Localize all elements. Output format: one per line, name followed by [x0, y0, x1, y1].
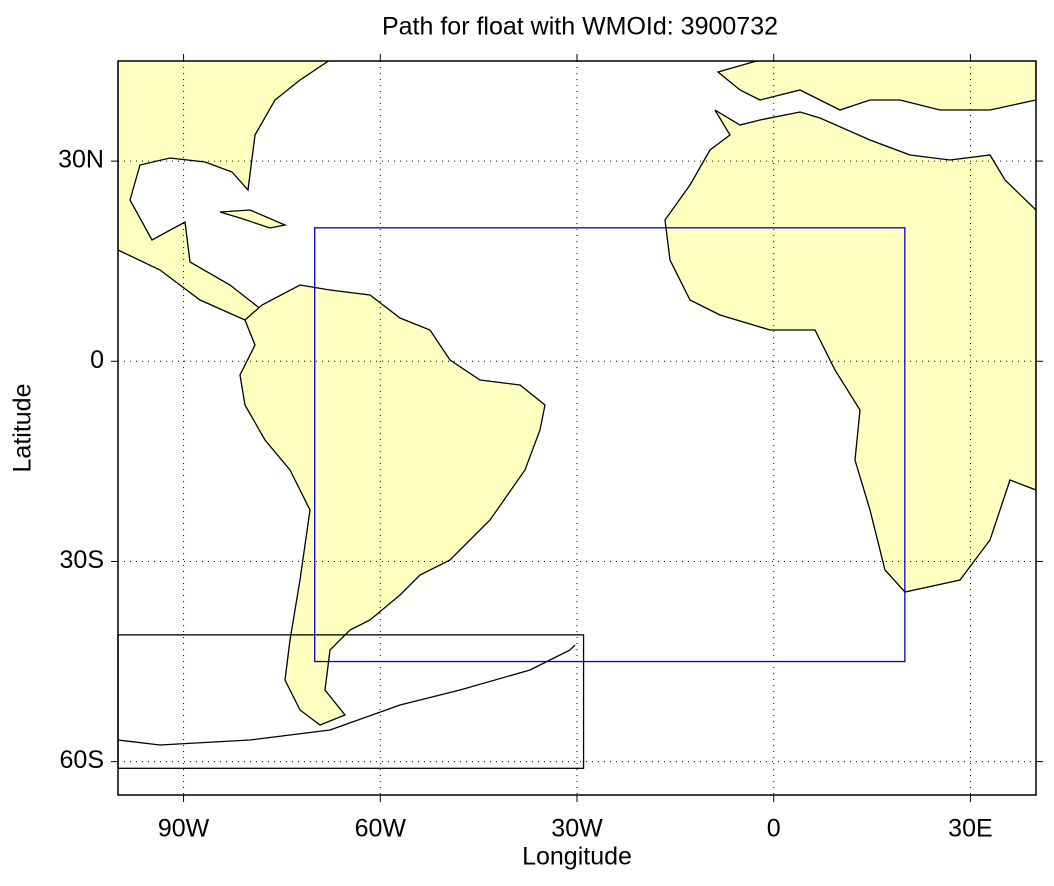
antarctic-coast — [118, 644, 576, 746]
south-america — [239, 284, 546, 726]
x-tick-label: 30E — [948, 815, 992, 843]
x-tick-label: 90W — [158, 815, 210, 843]
x-tick-label: 60W — [355, 815, 407, 843]
y-tick-label: 60S — [60, 746, 104, 774]
africa — [664, 109, 1036, 593]
cuba — [219, 209, 288, 229]
region-box — [314, 227, 906, 663]
y-tick-label: 30S — [60, 546, 104, 574]
chart-title: Path for float with WMOId: 3900732 — [382, 13, 778, 41]
x-tick-label: 0 — [767, 815, 781, 843]
x-axis-label: Longitude — [522, 843, 632, 871]
x-tick-label: 30W — [551, 815, 603, 843]
europe — [716, 61, 1036, 111]
region-box — [117, 634, 585, 769]
y-tick-label: 0 — [90, 346, 104, 374]
coastlines — [118, 61, 1036, 746]
north-america — [118, 61, 330, 321]
y-tick-label: 30N — [58, 146, 104, 174]
y-axis-label: Latitude — [9, 384, 37, 473]
